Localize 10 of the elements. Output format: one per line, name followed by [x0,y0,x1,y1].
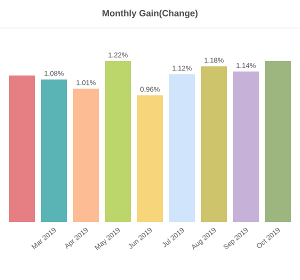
bar [200,66,227,222]
bar [41,79,68,222]
bar [9,75,36,222]
bar [232,72,259,222]
bar [105,60,131,222]
chart-title: Monthly Gain(Change) [102,10,198,18]
bar [137,95,163,222]
bar [264,60,291,222]
bar [168,74,195,222]
bar [73,88,99,222]
